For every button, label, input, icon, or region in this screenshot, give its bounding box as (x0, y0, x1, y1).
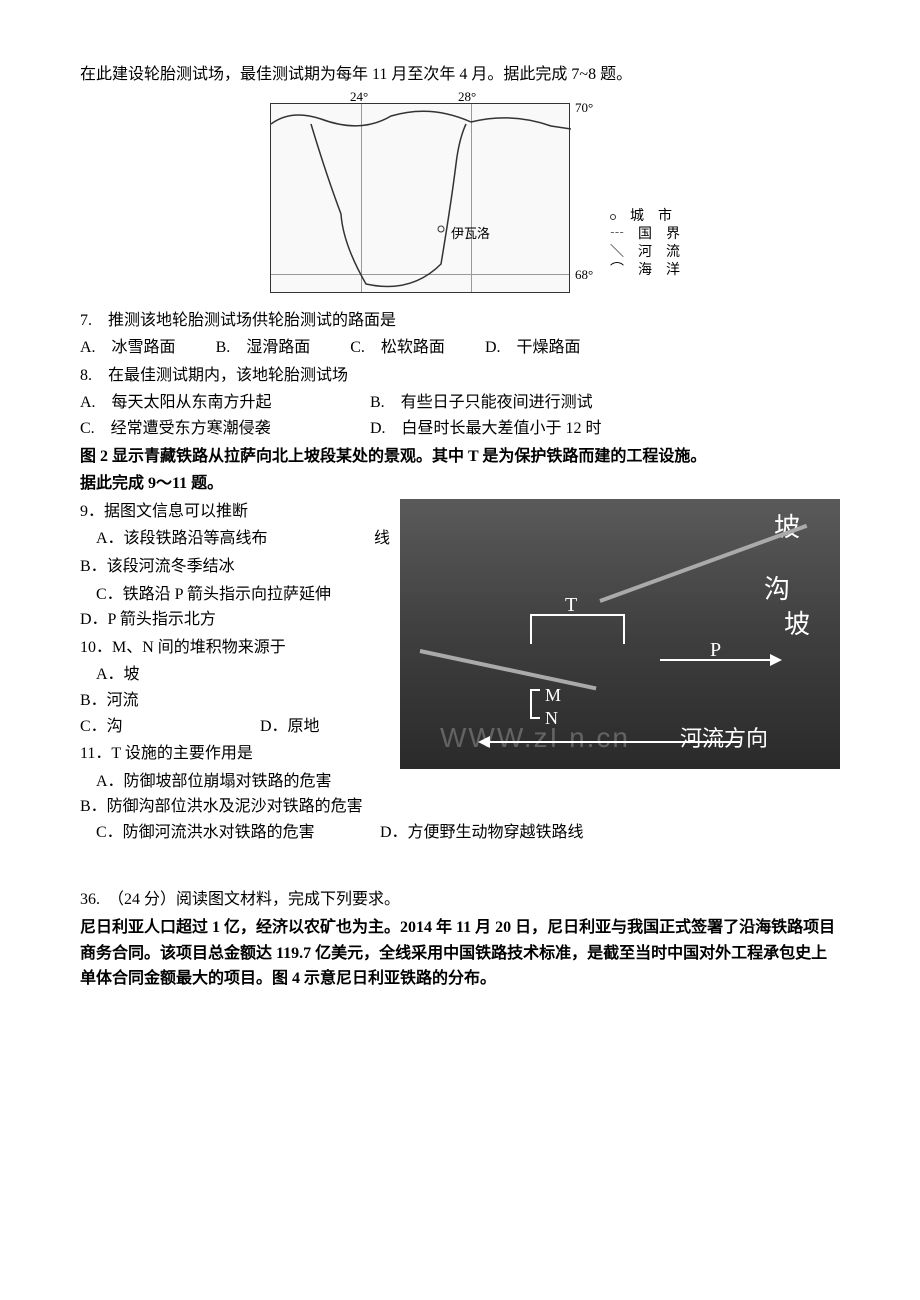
q8-option-b: B. 有些日子只能夜间进行测试 (370, 390, 593, 416)
legend-row: ⌒ 海 洋 (610, 262, 680, 280)
railway-line (420, 649, 597, 690)
q9-option-a: A．该段铁路沿等高线布 (80, 526, 268, 552)
map-figure: 伊瓦洛 24° 28° 70° 68° 城 市 ┄ 国 界 ＼ 河 流 ⌒ 海 … (240, 93, 680, 303)
label-po2: 坡 (784, 604, 810, 646)
q8-option-a: A. 每天太阳从东南方升起 (80, 390, 330, 416)
q10-option-b: B．河流 (80, 688, 260, 714)
q9-option-c: C．铁路沿 P 箭头指示向拉萨延伸 (80, 582, 390, 608)
lon-label: 24° (350, 87, 368, 108)
q9-option-a-tail: 线 (374, 526, 390, 552)
city-label: 伊瓦洛 (451, 224, 490, 245)
legend-row: ＼ 河 流 (610, 244, 680, 262)
q7-option-d: D. 干燥路面 (485, 335, 581, 361)
watermark-text: WWW.zI n.cn (440, 716, 630, 761)
q9-option-d: D．P 箭头指示北方 (80, 607, 216, 633)
q10-option-a: A．坡 (80, 662, 250, 688)
circle-icon (610, 214, 616, 220)
q7-option-b: B. 湿滑路面 (216, 335, 311, 361)
lat-label: 68° (575, 265, 593, 286)
intro-text: 在此建设轮胎测试场，最佳测试期为每年 11 月至次年 4 月。据此完成 7~8 … (80, 62, 840, 88)
q11-option-d: D．方便野生动物穿越铁路线 (380, 820, 584, 846)
label-river: 河流方向 (680, 721, 768, 756)
q36-stem: 36. （24 分）阅读图文材料，完成下列要求。 (80, 887, 840, 913)
lat-label: 70° (575, 98, 593, 119)
lon-label: 28° (458, 87, 476, 108)
q7-stem: 7. 推测该地轮胎测试场供轮胎测试的路面是 (80, 308, 840, 334)
q7-option-c: C. 松软路面 (350, 335, 445, 361)
photo-figure: 坡 沟 坡 T P M N 河流方向 WWW.zI n.cn (400, 499, 840, 769)
legend-row: ┄ 国 界 (610, 226, 680, 244)
label-t: T (565, 589, 577, 621)
bracket-t (530, 614, 625, 644)
map-coastline (271, 104, 571, 294)
map-box: 伊瓦洛 (270, 103, 570, 293)
legend-row: 城 市 (610, 208, 680, 226)
city-dot (438, 226, 444, 232)
q36-para: 尼日利亚人口超过 1 亿，经济以农矿也为主。2014 年 11 月 20 日，尼… (80, 915, 840, 992)
fig2-intro2: 据此完成 9～11 题。 (80, 471, 840, 497)
q10-option-d: D．原地 (260, 714, 320, 740)
q7-option-a: A. 冰雪路面 (80, 335, 176, 361)
fig2-intro: 图 2 显示青藏铁路从拉萨向北上坡段某处的景观。其中 T 是为保护铁路而建的工程… (80, 444, 840, 470)
bracket-mn (530, 689, 540, 719)
q11-option-a: A．防御坡部位崩塌对铁路的危害 (80, 769, 380, 795)
q10-option-c: C．沟 (80, 714, 260, 740)
label-p: P (710, 634, 721, 666)
q8-option-d: D. 白昼时长最大差值小于 12 时 (370, 416, 602, 442)
q11-option-b: B．防御沟部位洪水及泥沙对铁路的危害 (80, 794, 363, 820)
q8-stem: 8. 在最佳测试期内，该地轮胎测试场 (80, 363, 840, 389)
q8-option-c: C. 经常遭受东方寒潮侵袭 (80, 416, 330, 442)
label-n: N (545, 704, 558, 733)
q11-option-c: C．防御河流洪水对铁路的危害 (80, 820, 380, 846)
